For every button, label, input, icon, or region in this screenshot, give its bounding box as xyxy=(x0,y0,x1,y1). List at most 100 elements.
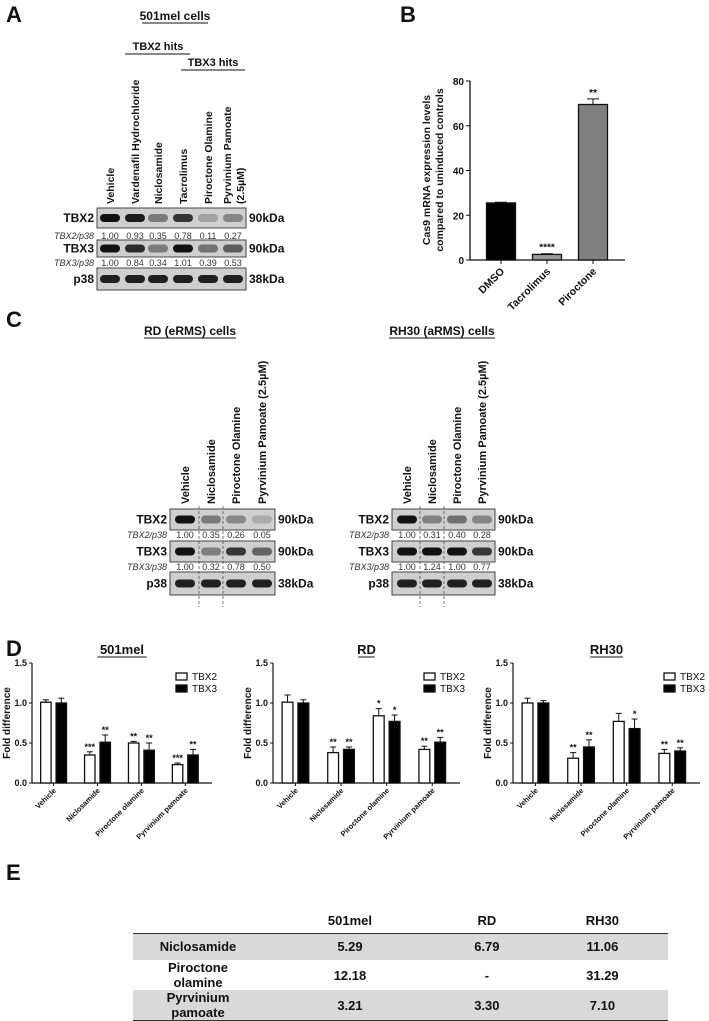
protein-band xyxy=(422,547,442,556)
kda-label: 38kDa xyxy=(249,272,285,286)
y-tick-label: 1.5 xyxy=(495,658,508,668)
protein-band xyxy=(447,579,467,588)
protein-band xyxy=(472,547,492,556)
lane-label: Vardenafil Hydrochloride xyxy=(130,80,142,204)
ratio-value: 0.39 xyxy=(199,258,217,268)
bar-tbx2 xyxy=(612,720,625,784)
table-cell: - xyxy=(484,967,490,983)
significance-marker: **** xyxy=(539,243,555,254)
x-tick-label: Vehicle xyxy=(515,786,540,811)
chart-title: 501mel xyxy=(100,642,144,657)
table-cell: 7.10 xyxy=(589,997,616,1013)
protein-band xyxy=(252,547,272,556)
legend-label: TBX3 xyxy=(680,684,705,695)
x-tick-label: Niclosamide xyxy=(64,786,102,824)
western-blot: RH30 (aRMS) cells Vehicle Niclosamide Piroc… xyxy=(349,324,534,607)
bar-tbx2 xyxy=(521,702,534,784)
significance-marker: ** xyxy=(130,731,138,741)
significance-marker: ** xyxy=(570,743,578,753)
y-tick-label: 0.5 xyxy=(14,738,27,748)
ratio-label: TBX3/p38 xyxy=(54,258,94,268)
protein-band xyxy=(223,244,243,253)
significance-marker: *** xyxy=(85,742,96,752)
protein-band xyxy=(422,515,442,524)
ratio-value: 0.28 xyxy=(473,530,491,540)
y-axis-label: compared to uninduced controls xyxy=(434,88,446,252)
protein-band xyxy=(173,244,193,253)
x-tick-label: Pyrvinium pamoate xyxy=(621,786,676,841)
protein-band xyxy=(173,214,193,222)
y-axis-label: Fold difference xyxy=(243,687,254,759)
protein-band xyxy=(397,579,417,588)
chart-b: 0 20 40 60 80 Cas9 mRNA expression levels comp… xyxy=(421,77,625,313)
ratio-value: 1.01 xyxy=(174,258,192,268)
protein-band xyxy=(125,275,145,283)
significance-marker: ** xyxy=(589,88,597,99)
ratio-value: 0.93 xyxy=(126,231,144,241)
bar-tbx3 xyxy=(187,754,199,784)
y-axis-label: Fold difference xyxy=(2,687,13,759)
protein-band xyxy=(175,579,195,588)
bar-tbx2 xyxy=(418,748,431,784)
protein-band xyxy=(422,579,442,588)
significance-marker: ** xyxy=(345,737,353,747)
y-tick-label: 0 xyxy=(458,256,464,267)
significance-marker: ** xyxy=(146,733,154,743)
significance-marker: ** xyxy=(102,725,110,735)
ratio-label: TBX3/p38 xyxy=(127,562,167,572)
protein-band xyxy=(226,579,246,588)
bar xyxy=(485,202,517,261)
y-tick-label: 40 xyxy=(453,167,465,178)
protein-band xyxy=(252,515,272,524)
western-blot: 501mel cells Vehicle Vardenafil Hydrochlor… xyxy=(54,9,285,291)
ratio-label: TBX2/p38 xyxy=(349,530,389,540)
protein-band xyxy=(252,579,272,588)
blot-strip xyxy=(96,239,247,258)
lane-label: Vehicle xyxy=(402,466,414,504)
protein-label: TBX3 xyxy=(358,545,389,559)
drug-name: Pyrvinium pamoate xyxy=(166,990,230,1020)
y-tick-label: 1.0 xyxy=(255,698,268,708)
protein-band xyxy=(223,214,243,222)
bar-tbx3 xyxy=(342,748,356,784)
protein-label: TBX3 xyxy=(63,242,94,256)
legend-swatch xyxy=(175,684,188,693)
table-row: Piroctone olamine 12.18 - 31.29 xyxy=(133,960,668,990)
ratio-value: 1.00 xyxy=(176,562,194,572)
ratio-value: 1.00 xyxy=(448,562,466,572)
bar-tbx2 xyxy=(567,757,580,784)
significance-marker: ** xyxy=(421,736,429,746)
ratio-value: 1.00 xyxy=(398,562,416,572)
significance-marker: ** xyxy=(585,730,593,740)
chart-d-501mel: 501mel 0.0 0.5 1.0 1.5 Fold difference Vehicle… xyxy=(2,642,217,841)
legend-label: TBX3 xyxy=(192,684,217,695)
lane-label: Piroctone Olamine xyxy=(452,407,464,504)
drug-name: Piroctone olamine xyxy=(168,960,228,990)
blot-strip xyxy=(391,508,496,531)
significance-marker: ** xyxy=(437,727,445,737)
blot-strip xyxy=(169,571,276,596)
table-row: Pyrvinium pamoate 3.21 3.30 7.10 xyxy=(133,990,668,1021)
kda-label: 90kDa xyxy=(249,242,285,256)
protein-label: p38 xyxy=(368,577,389,591)
protein-label: TBX2 xyxy=(358,513,389,527)
ratio-label: TBX3/p38 xyxy=(349,562,389,572)
y-tick-label: 0.0 xyxy=(495,778,508,788)
bar-tbx2 xyxy=(171,763,184,784)
protein-band xyxy=(226,515,246,524)
kda-label: 90kDa xyxy=(278,513,314,527)
y-tick-label: 0.5 xyxy=(255,738,268,748)
panel-label-a: A xyxy=(6,2,22,27)
legend-label: TBX3 xyxy=(440,684,465,695)
bar-tbx2 xyxy=(127,742,140,784)
table-cell: 6.79 xyxy=(474,939,500,955)
protein-band xyxy=(223,275,243,283)
lane-label: (2.5µM) xyxy=(235,168,247,204)
y-tick-label: 0.0 xyxy=(255,778,268,788)
significance-marker: ** xyxy=(677,738,685,748)
panel-label-b: B xyxy=(400,2,416,27)
table-cell: 12.18 xyxy=(333,967,367,983)
ratio-value: 1.00 xyxy=(398,530,416,540)
ratio-label: TBX2/p38 xyxy=(127,530,167,540)
ic50-table: 501mel RD RH30 Niclosamide 5.29 6.79 11.… xyxy=(133,908,668,1021)
